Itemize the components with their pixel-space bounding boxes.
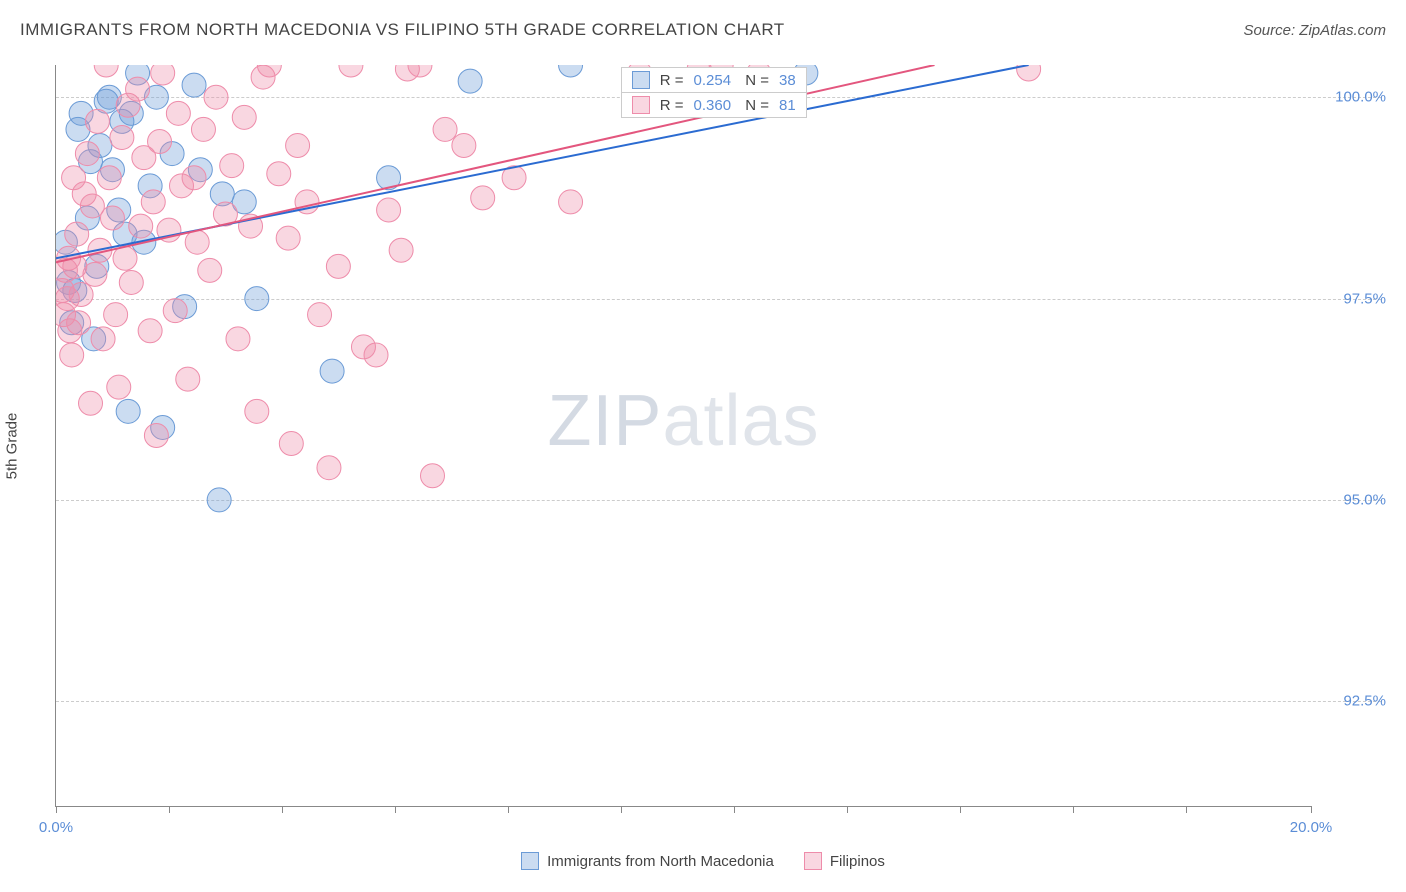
y-tick-label: 92.5% bbox=[1343, 693, 1386, 710]
bottom-legend: Immigrants from North Macedonia Filipino… bbox=[0, 852, 1406, 870]
watermark: ZIPatlas bbox=[547, 380, 819, 462]
correlation-legend-row-0: R = 0.254 N = 38 bbox=[621, 67, 807, 93]
legend-r-value-0: 0.254 bbox=[694, 72, 732, 89]
chart-source: Source: ZipAtlas.com bbox=[1243, 22, 1386, 39]
legend-item-0: Immigrants from North Macedonia bbox=[521, 852, 774, 870]
legend-swatch-0 bbox=[632, 71, 650, 89]
correlation-legend-row-1: R = 0.360 N = 81 bbox=[621, 92, 807, 118]
y-tick-label: 95.0% bbox=[1343, 491, 1386, 508]
x-tick bbox=[1311, 806, 1312, 813]
gridline bbox=[56, 701, 1381, 702]
x-tick bbox=[282, 806, 283, 813]
legend-swatch-1 bbox=[632, 96, 650, 114]
x-tick-label: 0.0% bbox=[39, 819, 73, 836]
y-tick-label: 97.5% bbox=[1343, 290, 1386, 307]
legend-item-1: Filipinos bbox=[804, 852, 885, 870]
legend-label-1: Filipinos bbox=[830, 853, 885, 870]
legend-n-value-1: 81 bbox=[779, 97, 796, 114]
watermark-zip: ZIP bbox=[547, 381, 662, 461]
legend-label-0: Immigrants from North Macedonia bbox=[547, 853, 774, 870]
chart-header: IMMIGRANTS FROM NORTH MACEDONIA VS FILIP… bbox=[20, 20, 1386, 40]
x-tick bbox=[734, 806, 735, 813]
legend-n-key: N = bbox=[741, 72, 769, 89]
x-tick bbox=[508, 806, 509, 813]
legend-r-key: R = bbox=[660, 72, 684, 89]
legend-n-value-0: 38 bbox=[779, 72, 796, 89]
chart-title: IMMIGRANTS FROM NORTH MACEDONIA VS FILIP… bbox=[20, 20, 785, 40]
x-tick bbox=[395, 806, 396, 813]
x-tick bbox=[960, 806, 961, 813]
gridline bbox=[56, 500, 1381, 501]
legend-swatch-macedonia bbox=[521, 852, 539, 870]
plot-area: ZIPatlas 92.5%95.0%97.5%100.0% 0.0%20.0%… bbox=[55, 65, 1311, 807]
gridline bbox=[56, 299, 1381, 300]
x-tick-label: 20.0% bbox=[1290, 819, 1333, 836]
legend-r-value-1: 0.360 bbox=[694, 97, 732, 114]
legend-r-key: R = bbox=[660, 97, 684, 114]
x-tick bbox=[1073, 806, 1074, 813]
x-tick bbox=[847, 806, 848, 813]
x-tick bbox=[56, 806, 57, 813]
x-tick bbox=[169, 806, 170, 813]
correlation-legend: R = 0.254 N = 38 R = 0.360 N = 81 bbox=[621, 67, 807, 117]
y-axis-label: 5th Grade bbox=[4, 413, 21, 480]
x-tick bbox=[1186, 806, 1187, 813]
chart-svg bbox=[56, 65, 1311, 806]
watermark-atlas: atlas bbox=[662, 381, 819, 461]
legend-n-key: N = bbox=[741, 97, 769, 114]
y-tick-label: 100.0% bbox=[1335, 89, 1386, 106]
x-tick bbox=[621, 806, 622, 813]
legend-swatch-filipinos bbox=[804, 852, 822, 870]
